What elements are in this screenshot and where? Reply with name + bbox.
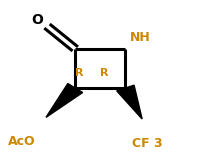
Polygon shape <box>46 83 83 117</box>
Polygon shape <box>117 85 142 119</box>
Text: NH: NH <box>130 31 150 44</box>
Text: CF 3: CF 3 <box>132 137 162 150</box>
Text: AcO: AcO <box>8 135 36 148</box>
Text: O: O <box>32 13 43 27</box>
Text: R: R <box>100 67 109 78</box>
Text: R: R <box>75 67 84 78</box>
